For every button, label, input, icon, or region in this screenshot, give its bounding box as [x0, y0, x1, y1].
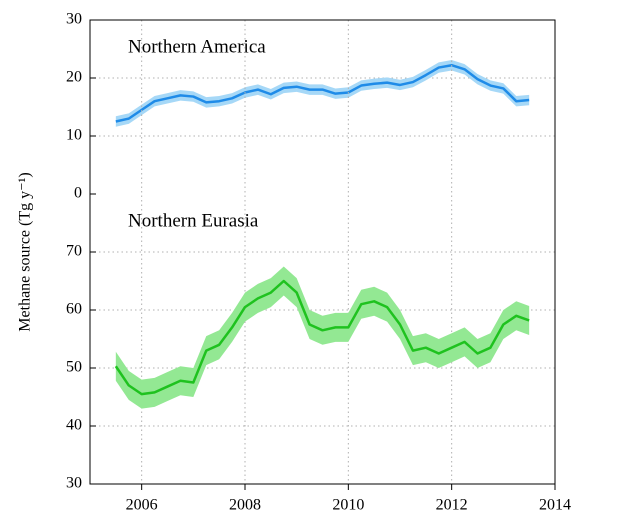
- x-tick-label: 2010: [332, 497, 364, 514]
- y-tick-label: 70: [66, 243, 82, 260]
- y-tick-label: 60: [66, 301, 82, 318]
- x-tick-label: 2008: [229, 497, 261, 514]
- annotation: Northern Eurasia: [128, 210, 259, 231]
- uncertainty-band: [115, 60, 530, 127]
- y-tick-label: 30: [66, 11, 82, 28]
- x-tick-label: 2006: [126, 497, 158, 514]
- x-tick-label: 2012: [436, 497, 468, 514]
- annotation: Northern America: [128, 36, 266, 57]
- y-tick-label: 20: [66, 69, 82, 86]
- uncertainty-band: [115, 266, 530, 409]
- y-tick-label: 40: [66, 417, 82, 434]
- y-tick-label: 50: [66, 359, 82, 376]
- y-tick-label: 10: [66, 127, 82, 144]
- y-tick-label: 30: [66, 475, 82, 492]
- line: [115, 63, 530, 123]
- x-tick-label: 2014: [539, 497, 571, 514]
- y-tick-label: 0: [74, 185, 82, 202]
- line: [114, 279, 530, 396]
- plot-frame: [89, 19, 556, 485]
- y-axis-label: Methane source (Tg y⁻¹): [17, 172, 34, 331]
